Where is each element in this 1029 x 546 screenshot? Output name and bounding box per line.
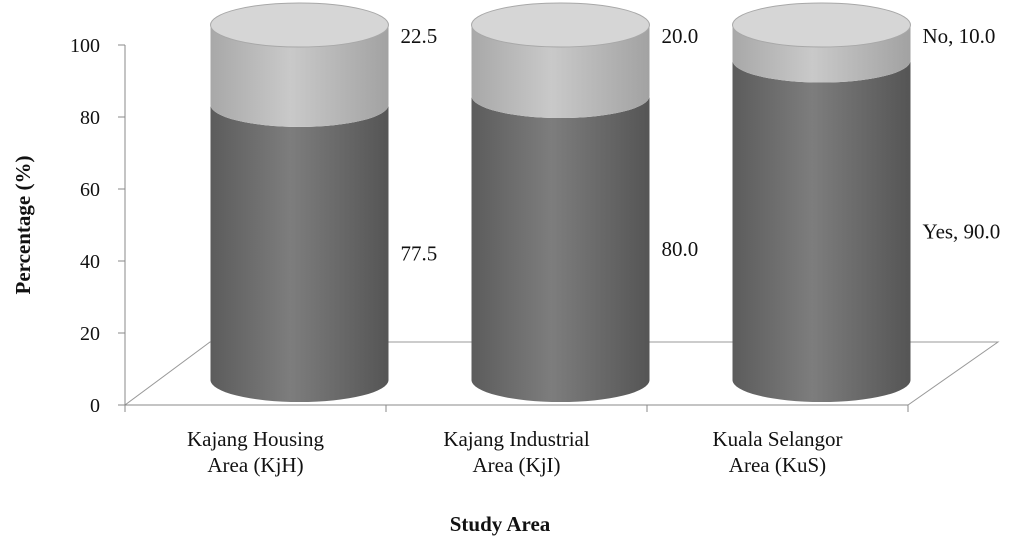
bars	[210, 2, 911, 402]
bar-segment-no	[732, 25, 911, 83]
cylinder-top-cap	[210, 2, 389, 48]
data-label-yes: 77.5	[401, 241, 438, 265]
data-label-no: 22.5	[401, 24, 438, 48]
cylinder-top-cap	[732, 2, 911, 48]
data-labels: 77.5 22.5 80.0 20.0 Yes, 90.0 No, 10.0	[401, 24, 1001, 265]
y-tick-label: 40	[80, 251, 100, 273]
data-label-no: 20.0	[662, 24, 699, 48]
y-tick-label: 0	[90, 395, 100, 417]
category-label: Kuala Selangor Area (KuS)	[712, 427, 842, 477]
y-axis-ticks: 0 20 40 60 80 100	[70, 35, 125, 417]
x-axis-title: Study Area	[450, 512, 551, 536]
bar-segment-no	[471, 25, 650, 118]
category-label: Kajang Housing Area (KjH)	[187, 427, 325, 477]
bar-segment-yes	[732, 60, 911, 402]
data-label-no: No, 10.0	[923, 24, 996, 48]
data-label-yes: 80.0	[662, 237, 699, 261]
y-tick-label: 100	[70, 35, 100, 57]
y-tick-label: 20	[80, 323, 100, 345]
category-label: Kajang Industrial Area (KjI)	[443, 427, 590, 477]
bar-segment-no	[210, 25, 389, 127]
y-axis-title: Percentage (%)	[11, 156, 35, 295]
data-label-yes: Yes, 90.0	[923, 219, 1001, 243]
y-tick-label: 60	[80, 179, 100, 201]
x-axis-ticks	[124, 405, 909, 412]
bar-segment-yes	[210, 104, 389, 402]
y-tick-label: 80	[80, 107, 100, 129]
bar-segment-yes	[471, 96, 650, 402]
category-labels: Kajang Housing Area (KjH) Kajang Industria…	[187, 427, 843, 477]
cylinder-top-cap	[471, 2, 650, 48]
